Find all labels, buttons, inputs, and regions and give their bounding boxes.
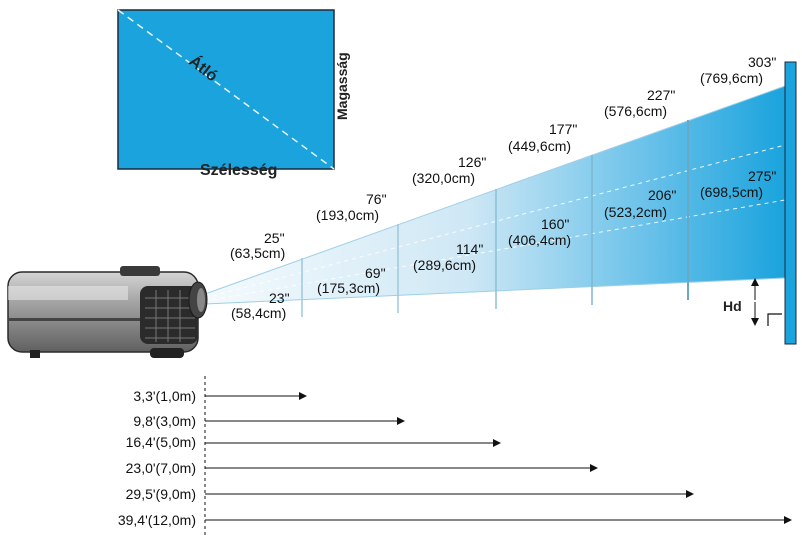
distance-label-6: 39,4'(12,0m) [118,512,196,528]
hd-label: Hd [723,298,742,314]
beam-shape [205,86,785,304]
hd-marker: Hd [723,278,782,326]
screen-2-diag-cm: (193,0cm) [316,207,379,223]
screen-size-diagram: Átló Magasság Szélesség [117,9,350,179]
distance-label-3: 16,4'(5,0m) [126,434,196,450]
screen-3-diag-in: 126" [458,154,486,170]
screen-3-width-in: 114" [456,241,483,257]
screen-2-width-in: 69" [365,265,386,281]
screen-5-width-cm: (523,2cm) [604,204,667,220]
distance-label-1: 3,3'(1,0m) [133,388,196,404]
screen-3-width-cm: (289,6cm) [413,257,476,273]
right-angle-mark [767,313,782,326]
screen-5-diag-in: 227" [647,87,675,103]
screen-5-width-in: 206" [648,187,676,203]
screen-6-diag-cm: (769,6cm) [700,70,763,86]
screen-2-diag-in: 76" [366,191,387,207]
screen-size-labels: 25" (63,5cm) 23" (58,4cm) 76" (193,0cm) … [230,54,776,321]
screen-4-width-in: 160" [541,216,569,232]
wall-screen [784,61,797,345]
screen-4-width-cm: (406,4cm) [508,232,571,248]
distance-label-5: 29,5'(9,0m) [126,486,196,502]
distance-label-4: 23,0'(7,0m) [126,460,196,476]
screen-1-width-in: 23" [269,290,290,306]
width-label: Szélesség [200,162,277,179]
projector-illustration [7,266,208,358]
screen-diagonal-line [117,9,335,170]
screen-4-diag-cm: (449,6cm) [508,138,571,154]
height-label: Magasság [334,52,350,120]
distance-scale: 3,3'(1,0m) 9,8'(3,0m) 16,4'(5,0m) 23,0'(… [118,376,792,535]
screen-5-diag-cm: (576,6cm) [604,103,667,119]
screen-1-width-cm: (58,4cm) [231,305,286,321]
screen-2-width-cm: (175,3cm) [317,280,380,296]
screen-6-width-cm: (698,5cm) [700,184,763,200]
screen-6-width-in: 275" [748,168,776,184]
screen-1-diag-in: 25" [264,230,285,246]
screen-3-diag-cm: (320,0cm) [412,170,475,186]
screen-6-diag-in: 303" [748,54,776,70]
distance-label-2: 9,8'(3,0m) [133,413,196,429]
screen-4-diag-in: 177" [549,121,577,137]
screen-1-diag-cm: (63,5cm) [230,245,285,261]
projection-beam [204,85,786,317]
